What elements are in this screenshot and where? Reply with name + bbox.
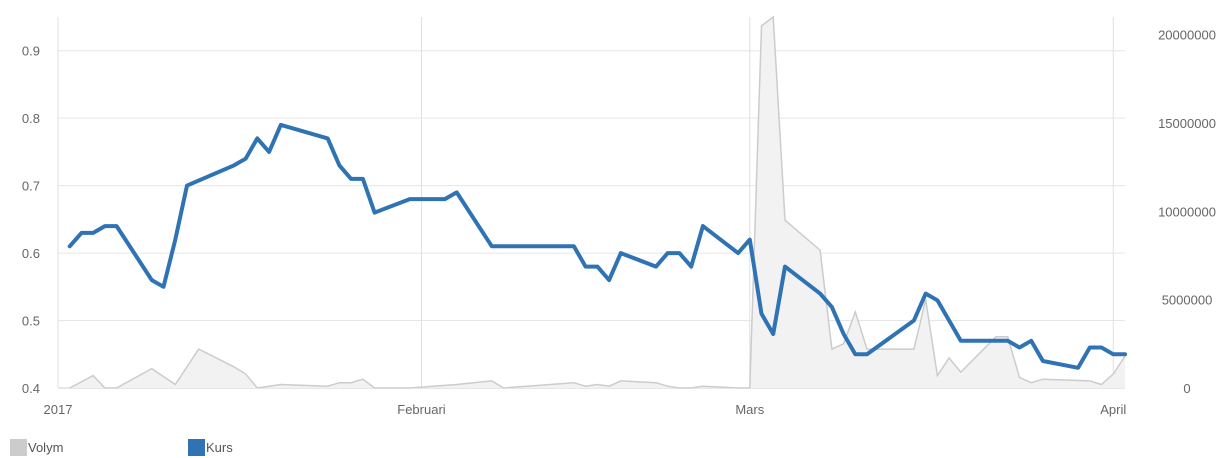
- y-right-tick-label: 5000000: [1162, 293, 1213, 308]
- y-left-tick-label: 0.7: [22, 179, 40, 194]
- legend-item-kurs[interactable]: Kurs: [188, 438, 233, 456]
- grid-lines: [57, 17, 1125, 389]
- y-axis-left: 0.4 0.5 0.6 0.7 0.8 0.9: [22, 44, 40, 396]
- legend-label-kurs: Kurs: [206, 439, 233, 455]
- x-tick-label: 2017: [44, 402, 73, 417]
- x-tick-label: Februari: [397, 402, 446, 417]
- y-left-tick-label: 0.8: [22, 111, 40, 126]
- volume-line: [69, 15, 1126, 389]
- x-axis: 2017 Februari Mars April: [44, 402, 1127, 417]
- y-right-tick-label: 0: [1183, 381, 1190, 396]
- legend-label-volym: Volym: [28, 439, 64, 455]
- y-right-tick-label: 10000000: [1158, 204, 1216, 219]
- legend: Volym Kurs: [10, 438, 233, 456]
- legend-swatch-volym: [10, 438, 27, 456]
- kurs-line: [67, 122, 1127, 370]
- volume-area: [69, 17, 1126, 388]
- y-left-tick-label: 0.5: [22, 314, 40, 329]
- y-left-tick-label: 0.6: [22, 246, 40, 261]
- y-right-tick-label: 20000000: [1158, 28, 1216, 43]
- x-tick-label: April: [1100, 402, 1126, 417]
- y-left-tick-label: 0.4: [22, 381, 40, 396]
- legend-item-volym[interactable]: Volym: [10, 438, 64, 456]
- y-left-tick-label: 0.9: [22, 44, 40, 59]
- y-axis-right: 0 5000000 10000000 15000000 20000000: [1158, 28, 1216, 396]
- kurs-series: [67, 122, 1127, 370]
- volume-series: [69, 15, 1126, 389]
- legend-swatch-kurs: [188, 438, 205, 456]
- y-right-tick-label: 15000000: [1158, 116, 1216, 131]
- price-volume-chart: 0.4 0.5 0.6 0.7 0.8 0.9 0 5000000 10000000 15000…: [22, 15, 1216, 417]
- x-tick-label: Mars: [735, 402, 764, 417]
